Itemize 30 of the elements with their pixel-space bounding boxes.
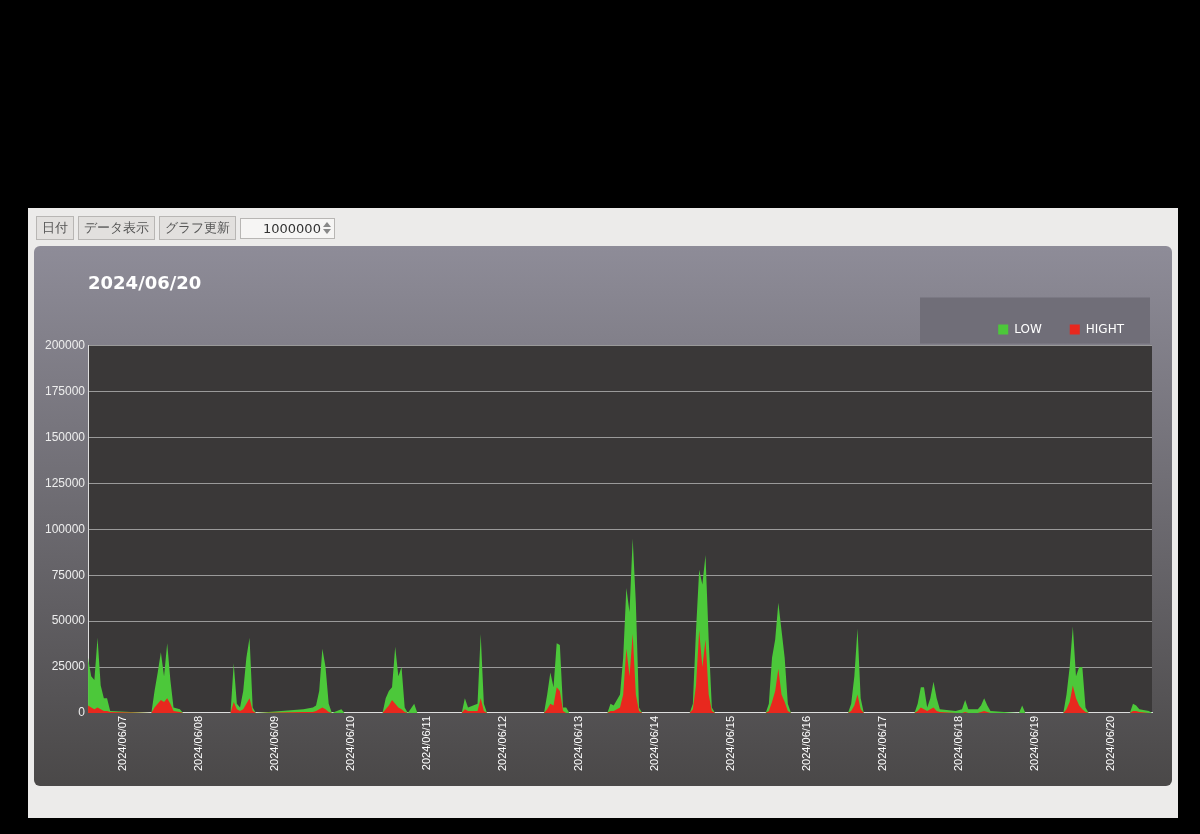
x-tick-label: 2024/06/07 bbox=[115, 715, 128, 772]
x-tick-label: 2024/06/18 bbox=[951, 715, 964, 772]
x-tick-label: 2024/06/17 bbox=[875, 715, 888, 772]
y-tick-label: 200000 bbox=[45, 337, 86, 352]
y-tick-label: 175000 bbox=[45, 383, 86, 398]
chart-title: 2024/06/20 bbox=[88, 272, 202, 294]
y-tick-label: 125000 bbox=[45, 475, 86, 490]
y-tick-label: 25000 bbox=[51, 659, 86, 674]
x-tick-label: 2024/06/08 bbox=[191, 715, 204, 772]
text: 1000000 bbox=[263, 220, 321, 236]
x-tick-label: 2024/06/15 bbox=[723, 715, 736, 772]
y-tick-label: 75000 bbox=[51, 567, 86, 582]
y-tick-label: 50000 bbox=[51, 613, 86, 628]
legend-label: LOW bbox=[1014, 321, 1042, 336]
x-tick-label: 2024/06/13 bbox=[571, 715, 584, 772]
x-tick-label: 2024/06/12 bbox=[495, 715, 508, 772]
text: グラフ更新 bbox=[159, 216, 236, 240]
x-tick-label: 2024/06/19 bbox=[1027, 715, 1040, 772]
y-tick-label: 150000 bbox=[45, 429, 86, 444]
y-tick-label: 100000 bbox=[45, 521, 86, 536]
x-tick-label: 2024/06/09 bbox=[267, 715, 280, 772]
x-tick-label: 2024/06/14 bbox=[647, 715, 660, 772]
y-tick-label: 0 bbox=[78, 705, 86, 720]
text: 日付 bbox=[36, 216, 74, 240]
x-tick-label: 2024/06/11 bbox=[419, 715, 432, 771]
x-tick-label: 2024/06/20 bbox=[1103, 715, 1116, 772]
x-tick-label: 2024/06/16 bbox=[799, 715, 812, 772]
legend-label: HIGHT bbox=[1085, 321, 1125, 336]
x-tick-label: 2024/06/10 bbox=[343, 715, 356, 772]
text: データ表示 bbox=[78, 216, 155, 240]
